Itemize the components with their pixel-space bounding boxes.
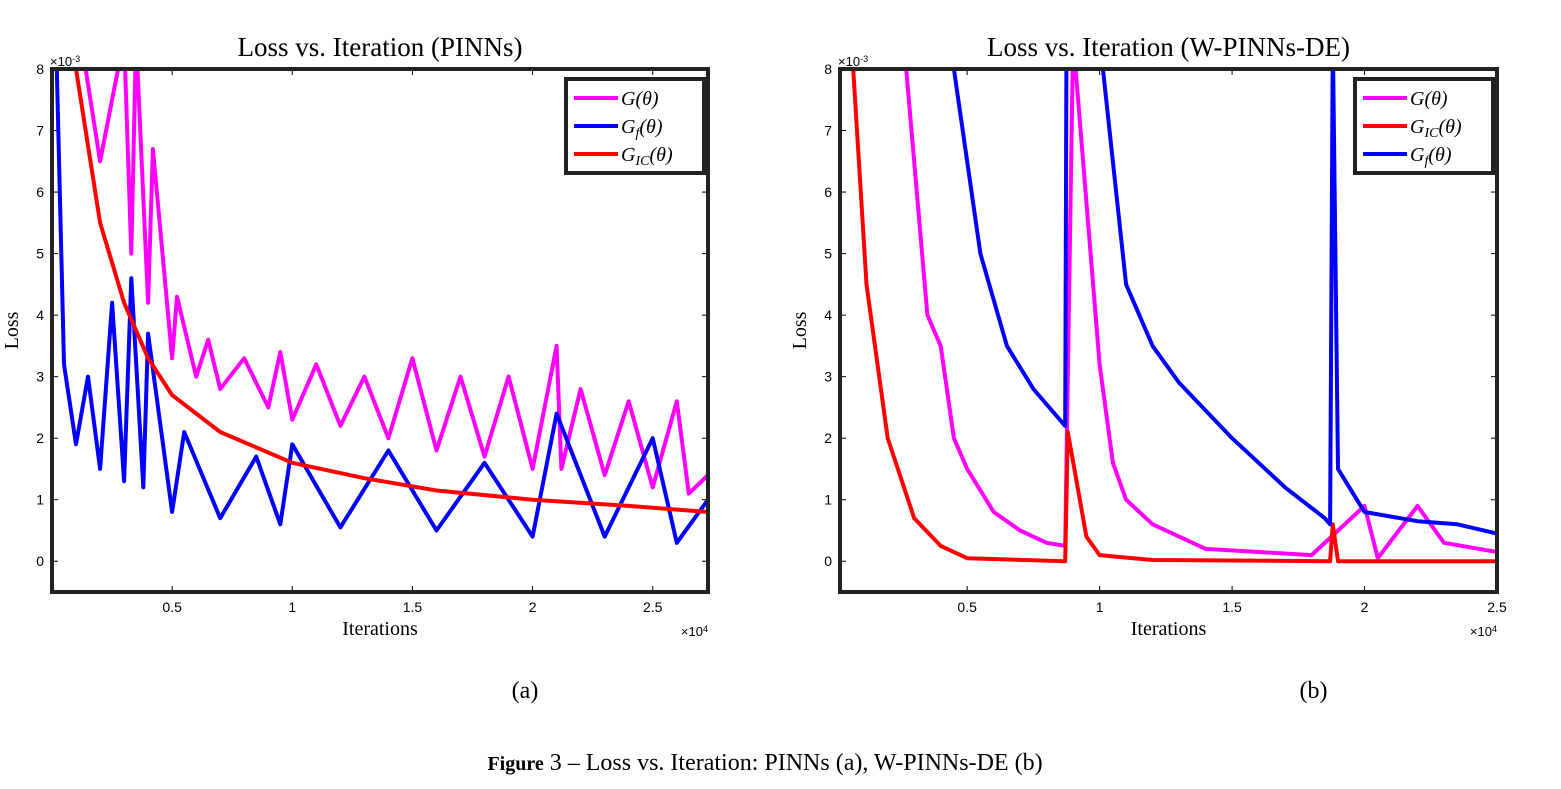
chart-title: Loss vs. Iteration (W-PINNs-DE) (987, 32, 1350, 62)
legend-label: G(θ) (621, 88, 659, 110)
x-multiplier: ×104 (1470, 624, 1497, 639)
y-tick-label: 6 (36, 184, 44, 200)
y-tick-label: 0 (36, 553, 44, 569)
y-multiplier: ×10-3 (838, 54, 868, 69)
x-tick-label: 2 (529, 599, 537, 615)
y-tick-label: 5 (824, 246, 832, 262)
caption-text: 3 – Loss vs. Iteration: PINNs (a), W-PIN… (550, 750, 1043, 776)
y-tick-label: 6 (824, 184, 832, 200)
legend-label: Gf(θ) (621, 116, 663, 141)
plot-frame (50, 67, 710, 594)
series-line (851, 69, 1497, 564)
y-axis-label: Loss (1, 311, 23, 349)
x-tick-label: 1.5 (1222, 599, 1242, 615)
y-tick-label: 3 (824, 369, 832, 385)
y-tick-label: 7 (36, 123, 44, 139)
x-multiplier: ×104 (681, 624, 708, 639)
plot-area (851, 69, 1497, 564)
y-multiplier: ×10-3 (50, 54, 80, 69)
y-tick-label: 0 (824, 553, 832, 569)
caption-label: Figure (487, 753, 543, 775)
y-tick-label: 7 (824, 123, 832, 139)
x-tick-label: 2 (1361, 599, 1369, 615)
plot-frame (838, 67, 1499, 594)
y-tick-label: 4 (36, 307, 44, 323)
panel-label: (a) (512, 678, 539, 704)
panel-label: (b) (1300, 678, 1328, 704)
y-tick-label: 8 (36, 61, 44, 77)
series-line (951, 69, 1497, 536)
x-axis-label: Iterations (342, 618, 418, 640)
legend-label: GIC(θ) (621, 144, 673, 169)
legend-label: G(θ) (1410, 88, 1448, 110)
y-tick-label: 8 (824, 61, 832, 77)
caption: Figure 3 – Loss vs. Iteration: PINNs (a)… (487, 750, 1042, 776)
x-tick-label: 2.5 (1487, 599, 1507, 615)
chart: Loss vs. Iteration (PINNs) Iterations Loss… (1, 32, 710, 704)
y-axis-label: Loss (789, 311, 811, 349)
x-tick-label: 2.5 (643, 599, 663, 615)
legend-label: Gf(θ) (1410, 144, 1452, 169)
x-axis-label: Iterations (1131, 618, 1207, 640)
y-tick-label: 2 (824, 430, 832, 446)
y-tick-label: 5 (36, 246, 44, 262)
y-tick-label: 3 (36, 369, 44, 385)
x-tick-label: 0.5 (162, 599, 182, 615)
series-line (83, 69, 708, 496)
y-tick-label: 1 (824, 492, 832, 508)
series-line (904, 69, 1497, 561)
plot-area (54, 69, 708, 545)
x-tick-label: 1.5 (403, 599, 423, 615)
x-tick-label: 1 (1096, 599, 1104, 615)
series-line (74, 69, 708, 514)
chart: Loss vs. Iteration (W-PINNs-DE) Iteration… (789, 32, 1507, 704)
legend-label: GIC(θ) (1410, 116, 1462, 141)
y-tick-label: 1 (36, 492, 44, 508)
series-line (54, 69, 708, 545)
y-tick-label: 2 (36, 430, 44, 446)
chart-title: Loss vs. Iteration (PINNs) (238, 32, 523, 62)
x-tick-label: 1 (288, 599, 296, 615)
y-tick-label: 4 (824, 307, 832, 323)
x-tick-label: 0.5 (957, 599, 977, 615)
